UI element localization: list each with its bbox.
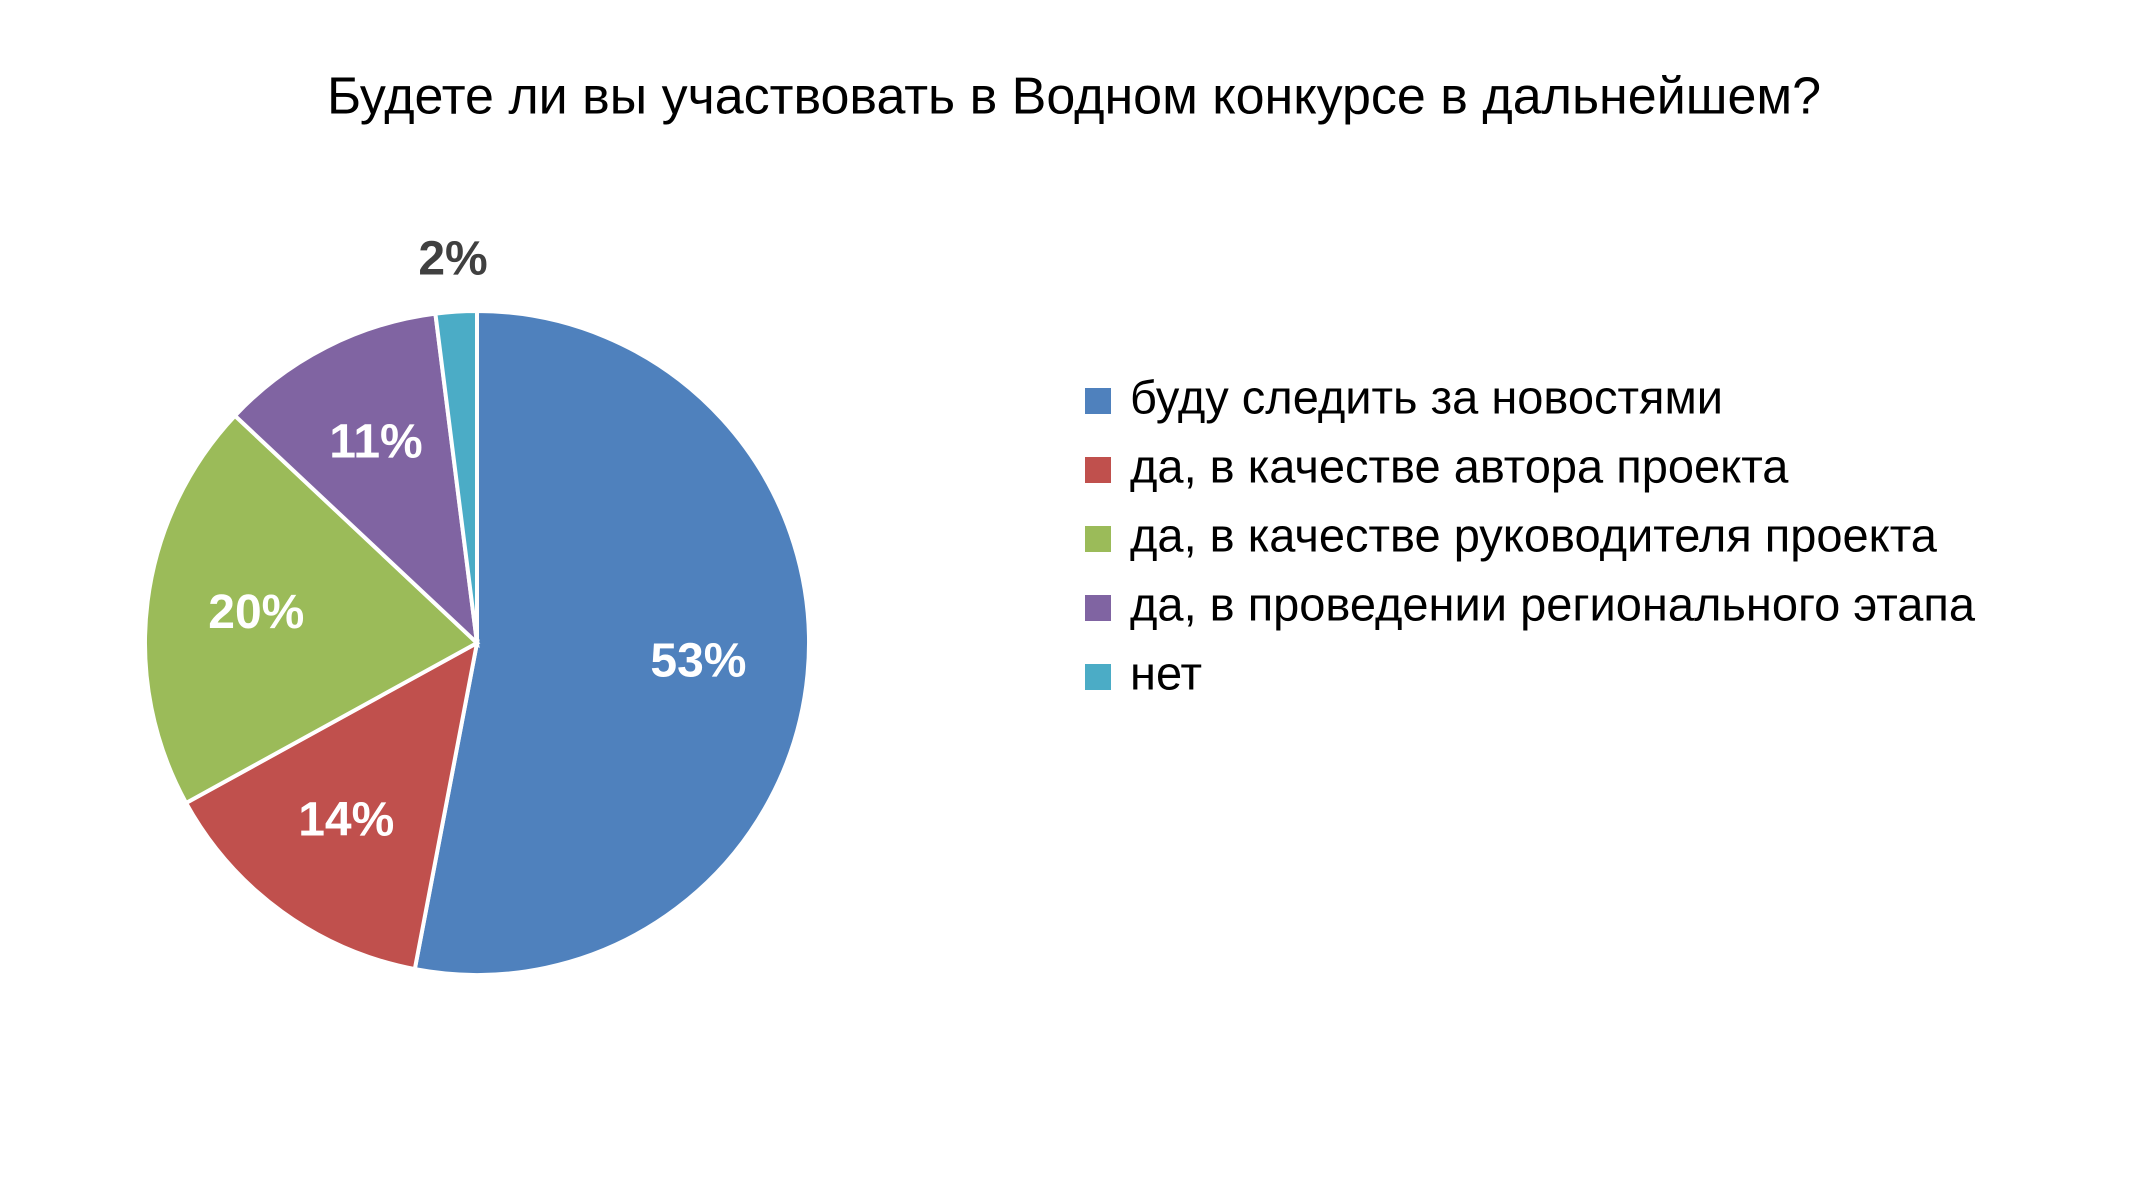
legend-label: да, в проведении регионального этапа — [1130, 577, 1976, 630]
legend-swatch — [1085, 388, 1111, 414]
data-label: 20% — [208, 586, 304, 639]
data-label: 2% — [418, 233, 487, 286]
legend-swatch — [1085, 526, 1111, 552]
pie-slice — [433, 308, 479, 644]
pie-slice — [143, 412, 481, 806]
chart-title: Будете ли вы участвовать в Водном конкур… — [327, 68, 1821, 126]
legend-swatch — [1085, 595, 1111, 621]
legend-label: да, в качестве автора проекта — [1130, 439, 1789, 492]
data-label: 14% — [298, 794, 394, 847]
pie-slice — [412, 308, 811, 977]
pie-slice — [232, 311, 480, 649]
legend-label: буду следить за новостями — [1130, 370, 1723, 423]
legend-swatch — [1085, 664, 1111, 690]
legend-label: да, в качестве руководителя проекта — [1130, 508, 1938, 561]
data-label: 11% — [329, 415, 422, 468]
data-label: 53% — [650, 635, 746, 688]
legend-label: нет — [1130, 646, 1202, 699]
legend-swatch — [1085, 457, 1111, 483]
pie-slice — [183, 639, 480, 972]
